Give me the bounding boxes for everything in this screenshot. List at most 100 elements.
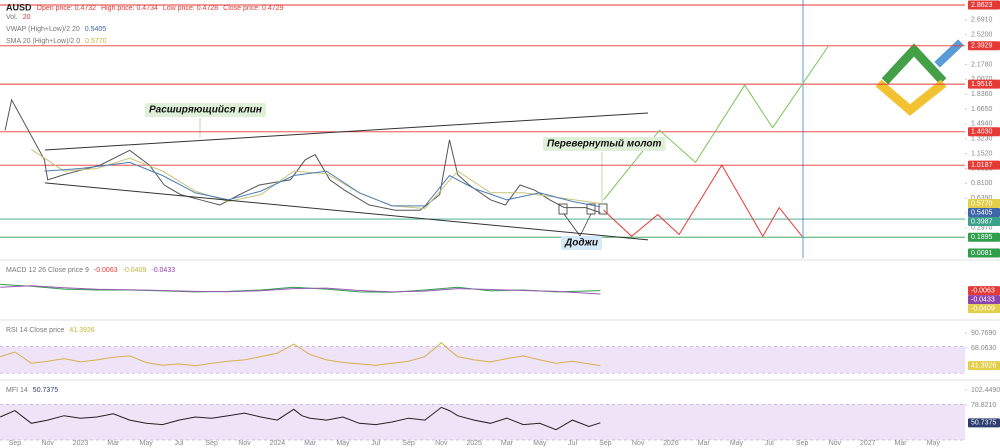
level-badge: [968, 127, 1000, 137]
level-label: 0.5405: [971, 209, 993, 216]
legend-text: RSI 14 Close price: [6, 327, 64, 334]
legend-text: -0.0433: [151, 267, 175, 274]
y-tick-label: 1.1520: [971, 150, 993, 157]
x-tick-label: Sep: [599, 440, 612, 447]
level-badge: [968, 79, 1000, 89]
level-badge: [968, 232, 1000, 242]
level-badge: [968, 199, 1000, 209]
legend-text: -0.0409: [123, 267, 147, 274]
x-tick-label: May: [927, 440, 941, 447]
series-line: [0, 406, 601, 431]
pattern-box: [558, 203, 568, 215]
level-badge: [968, 418, 1000, 428]
x-tick-label: Nov: [41, 440, 54, 447]
legend-text: 0.5405: [85, 26, 107, 33]
x-tick-label: 2023: [73, 440, 89, 447]
level-label: 0.5770: [971, 200, 993, 207]
level-label: 1.9516: [971, 81, 993, 88]
pointer: [563, 213, 581, 237]
y-tick-label: 2.1780: [971, 61, 993, 68]
series-line: [44, 182, 649, 241]
x-tick-label: Nov: [435, 440, 448, 447]
series-line: [0, 342, 601, 367]
y-tick-label: 1.4940: [971, 121, 993, 128]
series-line: [31, 148, 601, 210]
band: [0, 346, 965, 374]
level-badge: [968, 248, 1000, 258]
legend-text: Low price: 0.4728: [163, 5, 218, 12]
legend-text: High price: 0.4734: [101, 5, 158, 12]
series-line: [4, 98, 601, 214]
annotation: Расширяющийся клин: [145, 103, 266, 117]
legend-text: VWAP (High+Low)/2 20: [6, 26, 80, 33]
level-badge: [968, 295, 1000, 305]
x-tick-label: Jul: [371, 440, 380, 447]
level-badge: [968, 304, 1000, 314]
annotation-text: Доджи: [564, 238, 598, 249]
level-label: 41.3926: [971, 362, 996, 369]
legend-text: Close price: 0.4729: [223, 5, 283, 12]
x-tick-label: Mar: [501, 440, 514, 447]
pointer: [579, 213, 592, 237]
level-badge: [968, 208, 1000, 218]
level-label: 50.7375: [971, 420, 996, 427]
level-badge: [968, 160, 1000, 170]
legend-text: 50.7375: [33, 387, 58, 394]
level-label: -0.0433: [971, 296, 995, 303]
level-badge: [968, 361, 1000, 371]
legend-text: MFI 14: [6, 387, 28, 394]
level-label: 1.0187: [971, 162, 993, 169]
x-tick-label: 2024: [270, 440, 286, 447]
legend-text: SMA 20 (High+Low)/2 0: [6, 38, 80, 45]
x-tick-label: May: [533, 440, 547, 447]
x-tick-label: Nov: [632, 440, 645, 447]
pattern-box: [598, 203, 608, 215]
y-tick-label: 0.8100: [971, 180, 993, 187]
y-tick-label: 1.6650: [971, 106, 993, 113]
x-tick-label: Mar: [895, 440, 908, 447]
legend-text: MACD 12 26 Close price 9: [6, 267, 89, 274]
series-line: [0, 283, 601, 293]
y-tick-label: 2.5200: [971, 32, 993, 39]
x-tick-label: May: [140, 440, 154, 447]
series-line: [44, 112, 649, 151]
level-label: 2.3929: [971, 43, 993, 50]
level-badge: [968, 0, 1000, 10]
legend-text: 20: [23, 14, 31, 21]
y-tick-label: 68.0630: [971, 345, 996, 352]
level-label: 0.1895: [971, 234, 993, 241]
level-label: 1.4030: [971, 129, 993, 136]
y-tick-label: 90.7690: [971, 330, 996, 337]
x-tick-label: May: [730, 440, 744, 447]
y-tick-label: 1.3230: [971, 136, 993, 143]
y-tick-label: 1.8360: [971, 91, 993, 98]
level-badge: [968, 217, 1000, 227]
annotation-box: [561, 236, 602, 250]
y-tick-label: 78.8210: [971, 402, 996, 409]
y-tick-label: 102.4490: [971, 387, 1000, 394]
x-tick-label: Jul: [568, 440, 577, 447]
level-badge: [968, 41, 1000, 51]
level-label: -0.0409: [971, 305, 995, 312]
x-tick-label: May: [336, 440, 350, 447]
logo-blue: [934, 39, 964, 68]
y-tick-label: 0.2970: [971, 225, 993, 232]
y-tick-label: 2.6910: [971, 17, 993, 24]
logo-yellow: [875, 79, 947, 116]
annotation-text: Расширяющийся клин: [149, 105, 262, 116]
x-tick-label: Mar: [698, 440, 711, 447]
annotation: Перевернутый молот: [543, 137, 666, 151]
x-tick-label: 2025: [466, 440, 482, 447]
legend-text: -0.0063: [94, 267, 118, 274]
x-tick-label: Sep: [402, 440, 415, 447]
y-tick-label: 0.6390: [971, 195, 993, 202]
logo-green: [881, 43, 947, 85]
x-tick-label: Mar: [107, 440, 120, 447]
x-tick-label: Sep: [9, 440, 22, 447]
logo: [875, 39, 964, 116]
level-label: 2.8623: [971, 2, 993, 9]
x-tick-label: Jul: [765, 440, 774, 447]
x-tick-label: Nov: [829, 440, 842, 447]
